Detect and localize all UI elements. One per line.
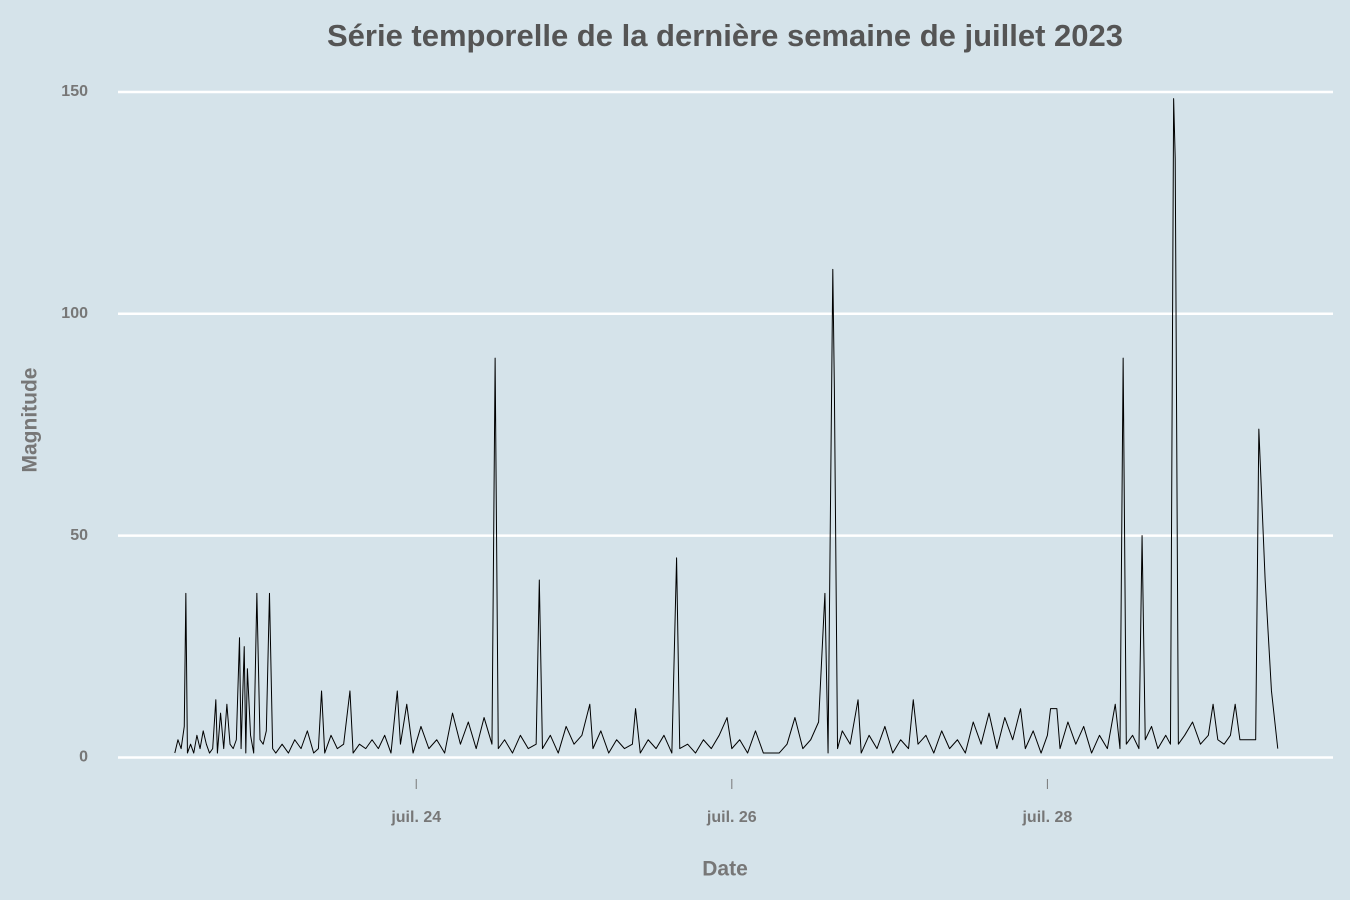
data-line xyxy=(174,98,1279,754)
y-tick-label: 0 xyxy=(79,749,88,766)
x-axis-title: Date xyxy=(702,858,748,881)
x-tick-label: juil. 24 xyxy=(390,809,441,826)
x-tick-label: juil. 26 xyxy=(706,809,757,826)
chart-title: Série temporelle de la dernière semaine … xyxy=(327,18,1123,53)
y-axis-title: Magnitude xyxy=(19,368,42,473)
y-tick-label: 50 xyxy=(70,527,88,544)
y-tick-label: 100 xyxy=(61,305,88,322)
y-tick-label: 150 xyxy=(61,83,88,100)
x-tick-label: juil. 28 xyxy=(1021,809,1072,826)
